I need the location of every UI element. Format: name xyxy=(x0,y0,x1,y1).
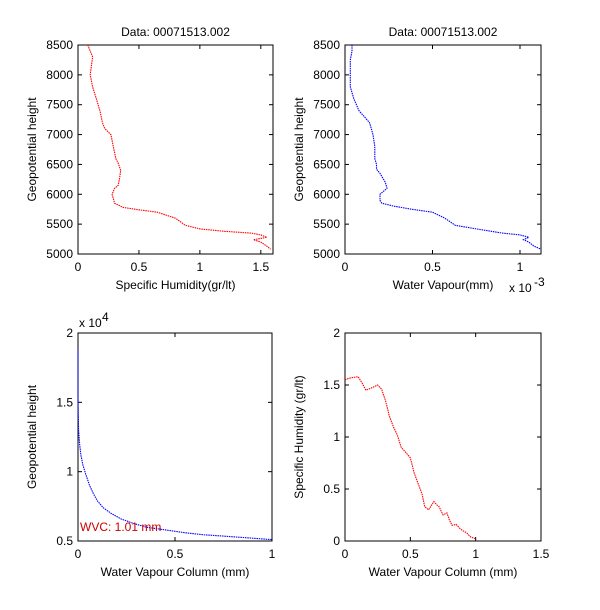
y-tick-label: 5500 xyxy=(313,217,340,231)
x-tick-label: 0 xyxy=(342,260,349,274)
x-tick-label: 0.5 xyxy=(167,547,184,561)
plot-area xyxy=(77,332,273,542)
y-tick-label: 5000 xyxy=(313,247,340,261)
x-axis-multiplier-exponent: -3 xyxy=(534,275,545,289)
y-tick-label: 7500 xyxy=(313,98,340,112)
x-tick-label: 1 xyxy=(269,547,276,561)
y-tick-label: 7000 xyxy=(313,128,340,142)
x-tick-label: 1.5 xyxy=(533,547,550,561)
x-tick-label: 0.5 xyxy=(402,547,419,561)
chart-title: Data: 00071513.002 xyxy=(389,25,498,39)
y-tick-label: 2 xyxy=(66,326,73,340)
y-tick-label: 6000 xyxy=(313,187,340,201)
y-tick-label: 6500 xyxy=(313,157,340,171)
x-axis-multiplier: x 10 xyxy=(509,281,532,295)
chart-title: Data: 00071513.002 xyxy=(121,25,230,39)
x-tick-label: 1.5 xyxy=(252,260,269,274)
x-axis-label: Water Vapour Column (mm) xyxy=(369,565,518,579)
y-tick-label: 6000 xyxy=(46,187,73,201)
y-tick-label: 0.5 xyxy=(323,482,340,496)
y-tick-label: 7500 xyxy=(46,98,73,112)
x-tick-label: 1 xyxy=(472,547,479,561)
y-axis-label: Geopotential height xyxy=(292,97,306,202)
y-axis-label: Geopotential height xyxy=(25,97,39,202)
y-tick-label: 1.5 xyxy=(323,378,340,392)
y-axis-multiplier-exponent: 4 xyxy=(102,310,109,324)
x-tick-label: 0 xyxy=(75,547,82,561)
plot-area xyxy=(77,44,274,255)
y-tick-label: 8000 xyxy=(46,68,73,82)
plot-area xyxy=(344,44,542,255)
y-axis-label: Specific Humidity (gr/lt) xyxy=(292,375,306,498)
y-tick-label: 7000 xyxy=(46,128,73,142)
y-tick-label: 0.5 xyxy=(56,534,73,548)
x-tick-label: 0.5 xyxy=(131,260,148,274)
y-tick-label: 1 xyxy=(66,465,73,479)
series-line-1 xyxy=(87,44,271,250)
y-tick-label: 1.5 xyxy=(56,395,73,409)
x-tick-label: 0 xyxy=(75,260,82,274)
wvc-annotation: WVC: 1.01 mm xyxy=(80,520,161,534)
x-axis-label: Specific Humidity(gr/lt) xyxy=(115,278,235,292)
x-axis-label: Water Vapour(mm) xyxy=(393,278,494,292)
y-tick-label: 8500 xyxy=(313,38,340,52)
y-tick-label: 5000 xyxy=(46,247,73,261)
x-tick-label: 0 xyxy=(342,547,349,561)
y-tick-label: 0 xyxy=(333,534,340,548)
y-tick-label: 5500 xyxy=(46,217,73,231)
chart-panel-2: 0 0.5 1 5000 5500 6000 6500 7000 7500 8000 8500 Dat… xyxy=(292,25,545,295)
y-tick-label: 8500 xyxy=(46,38,73,52)
chart-panel-4: 0 0.5 1 1.5 0 0.5 1 1.5 2 Water Vapour Column (mm… xyxy=(292,326,550,579)
y-tick-label: 2 xyxy=(333,326,340,340)
x-tick-label: 1 xyxy=(517,260,524,274)
x-tick-label: 1 xyxy=(197,260,204,274)
series-line-1 xyxy=(349,45,542,250)
y-axis-multiplier: x 10 xyxy=(79,316,102,330)
y-tick-label: 8000 xyxy=(313,68,340,82)
x-axis-label: Water Vapour Column (mm) xyxy=(101,565,250,579)
y-tick-label: 1 xyxy=(333,430,340,444)
series-line-1 xyxy=(77,349,273,541)
y-tick-label: 6500 xyxy=(46,157,73,171)
y-axis-label: Geopotential height xyxy=(25,384,39,489)
x-tick-label: 0.5 xyxy=(424,260,441,274)
plot-area xyxy=(344,332,542,542)
series-line-1 xyxy=(344,376,476,540)
chart-panel-1: 0 0.5 1 1.5 5000 5500 6000 6500 7000 7500 8000 8500… xyxy=(25,25,274,292)
